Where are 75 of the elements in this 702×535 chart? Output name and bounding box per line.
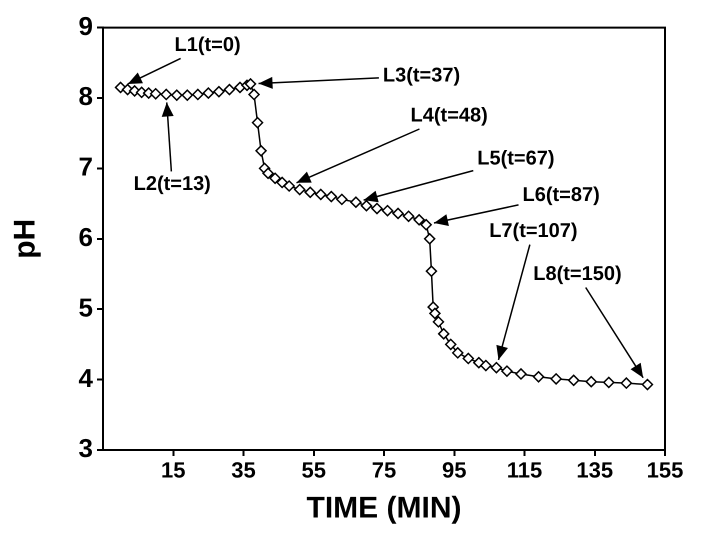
y-tick-label: 6 — [78, 222, 93, 252]
point — [438, 328, 450, 340]
point — [304, 186, 316, 198]
point — [501, 365, 513, 377]
point — [336, 194, 348, 206]
point — [642, 378, 654, 390]
x-tick-label: 115 — [506, 457, 542, 482]
point — [585, 376, 597, 388]
y-tick-label: 5 — [78, 292, 93, 322]
point — [413, 214, 425, 226]
annotation: L5(t=67) — [477, 148, 555, 170]
point — [276, 176, 288, 188]
point — [326, 190, 338, 202]
annotation: L7(t=107) — [489, 220, 578, 242]
point — [603, 376, 615, 388]
point — [315, 188, 327, 200]
point — [452, 347, 464, 359]
point — [202, 87, 214, 99]
point — [350, 196, 362, 208]
x-tick-label: 35 — [231, 457, 256, 482]
point — [371, 202, 383, 214]
y-axis-title: pH — [8, 218, 42, 259]
point — [182, 89, 194, 101]
point — [294, 184, 306, 196]
x-tick-label: 155 — [646, 457, 684, 482]
point — [171, 89, 183, 101]
point — [480, 360, 492, 372]
point — [213, 86, 225, 98]
point — [382, 204, 394, 216]
point — [432, 316, 444, 328]
x-tick-label: 55 — [302, 457, 326, 482]
point — [392, 208, 404, 220]
point — [255, 145, 267, 157]
point — [224, 84, 236, 96]
point — [426, 265, 438, 277]
point — [620, 377, 632, 389]
y-tick-label: 8 — [78, 81, 93, 112]
point — [424, 233, 436, 245]
point — [444, 338, 456, 350]
point — [473, 356, 485, 368]
y-tick-label: 9 — [78, 10, 93, 41]
y-tick-label: 4 — [78, 362, 94, 393]
x-tick-label: 15 — [161, 457, 186, 482]
y-tick-label: 3 — [78, 433, 93, 464]
x-tick-label: 75 — [372, 457, 396, 482]
point — [360, 200, 372, 212]
annotation: L8(t=150) — [533, 263, 622, 286]
point — [515, 368, 527, 380]
point — [160, 88, 172, 100]
point — [262, 168, 274, 180]
point — [420, 218, 432, 230]
x-tick-label: 95 — [442, 457, 466, 482]
point — [550, 373, 562, 385]
point — [429, 308, 441, 320]
point — [568, 374, 580, 386]
point — [248, 88, 260, 100]
point — [150, 88, 162, 100]
annotation: L2(t=13) — [134, 172, 211, 195]
point — [192, 88, 204, 100]
annotation: L6(t=87) — [522, 184, 600, 206]
point — [269, 172, 281, 184]
annotation: L3(t=37) — [382, 64, 460, 86]
x-tick-label: 135 — [576, 457, 614, 482]
y-tick-label: 7 — [78, 152, 93, 182]
point — [234, 82, 246, 94]
point — [244, 78, 256, 90]
point — [252, 116, 264, 128]
point — [490, 362, 502, 374]
point — [532, 371, 544, 383]
annotation: L1(t=0) — [174, 34, 241, 56]
annotation: L4(t=48) — [410, 104, 488, 127]
x-axis-title: TIME (MIN) — [306, 491, 462, 524]
point — [283, 180, 295, 192]
point — [462, 352, 474, 364]
point — [402, 210, 414, 222]
